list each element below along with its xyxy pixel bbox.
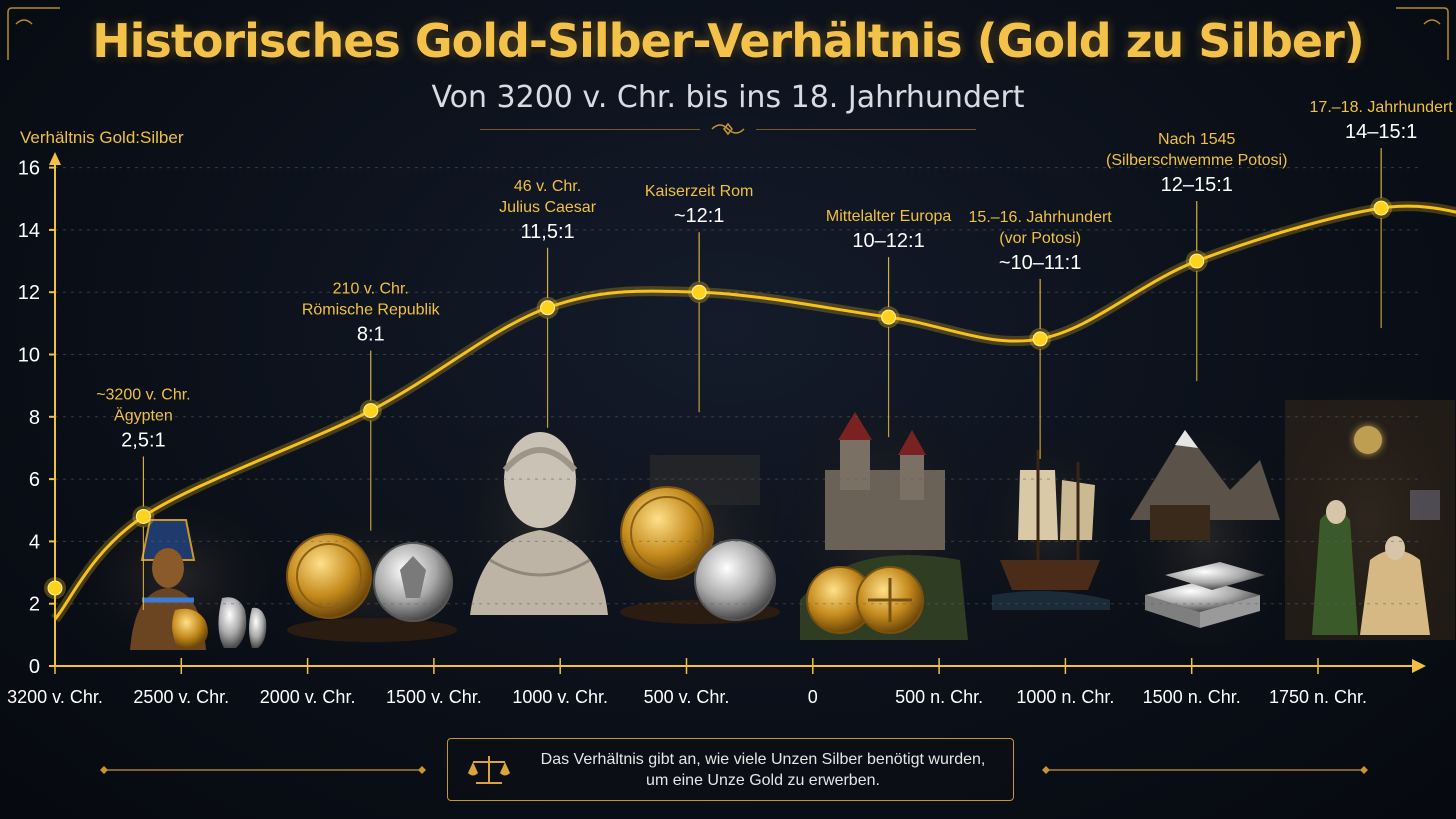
annotation-value: 2,5:1 — [121, 429, 165, 451]
roman-republic-coins-illustration — [285, 520, 460, 645]
baroque-court-illustration — [1280, 395, 1456, 645]
title-divider-right — [756, 129, 976, 130]
y-tick-label: 6 — [29, 469, 40, 491]
y-tick-labels: 0 2 4 6 8 10 12 14 16 — [18, 158, 40, 678]
annotation-label: 46 v. Chr. — [514, 178, 581, 195]
y-tick-label: 4 — [29, 531, 40, 553]
y-tick-label: 16 — [18, 158, 40, 180]
explanation-line-2: um eine Unze Gold zu erwerben. — [646, 772, 880, 789]
annotation-value: 11,5:1 — [521, 221, 575, 243]
corner-ornament-icon — [1396, 7, 1449, 60]
y-tick-label: 14 — [18, 220, 40, 242]
annotation-label: Römische Republik — [302, 302, 441, 319]
data-point — [691, 284, 707, 300]
explanation-text: Das Verhältnis gibt an, wie viele Unzen … — [518, 749, 1008, 791]
imperial-rome-coins-illustration — [620, 445, 780, 625]
annotation-label: Mittelalter Europa — [826, 208, 951, 225]
annotation-label: (Silberschwemme Potosi) — [1106, 152, 1287, 169]
annotation-label: ~3200 v. Chr. — [96, 386, 190, 403]
caesar-bust-illustration — [465, 425, 610, 620]
y-tick-label: 2 — [29, 594, 40, 616]
explanation-line-1: Das Verhältnis gibt an, wie viele Unzen … — [540, 751, 986, 768]
scales-icon — [468, 756, 510, 784]
egypt-illustration — [88, 505, 268, 650]
x-tick-label: 1000 n. Chr. — [1016, 687, 1114, 707]
annotation-value: ~10–11:1 — [999, 252, 1082, 274]
x-tick-label: 500 v. Chr. — [644, 687, 730, 707]
data-point — [881, 309, 897, 325]
ornament-line-left — [100, 766, 426, 774]
x-axis-arrow — [1412, 659, 1426, 673]
illustrations — [88, 395, 1456, 650]
y-tick-label: 10 — [18, 345, 40, 367]
annotation-leader-lines — [142, 148, 1382, 610]
x-tick-label: 1750 n. Chr. — [1269, 687, 1367, 707]
annotation-label: (vor Potosi) — [999, 230, 1081, 247]
y-axis-label: Verhältnis Gold:Silber — [20, 128, 184, 147]
annotation-label: 210 v. Chr. — [333, 281, 409, 298]
series-line — [53, 204, 1456, 621]
page-subtitle: Von 3200 v. Chr. bis ins 18. Jahrhundert — [431, 80, 1025, 115]
annotation-value: 10–12:1 — [852, 230, 924, 252]
title-divider-left — [480, 129, 700, 130]
data-point — [47, 580, 63, 596]
x-tick-label: 500 n. Chr. — [895, 687, 983, 707]
medieval-castle-illustration — [795, 410, 970, 640]
data-point — [135, 508, 151, 524]
ship-illustration — [990, 440, 1110, 610]
y-tick-label: 8 — [29, 407, 40, 429]
y-tick-label: 0 — [29, 656, 40, 678]
ornament-icon — [711, 122, 745, 136]
annotation-label: Ägypten — [114, 406, 173, 424]
annotations: ~3200 v. Chr. Ägypten 2,5:1 210 v. Chr. Römi… — [96, 99, 1453, 451]
data-point — [1373, 200, 1389, 216]
annotation-value: 8:1 — [357, 324, 385, 346]
x-tick-label: 2000 v. Chr. — [260, 687, 356, 707]
data-point — [1189, 253, 1205, 269]
x-tick-label: 3200 v. Chr. — [7, 687, 103, 707]
data-point — [363, 403, 379, 419]
gridlines — [55, 167, 1420, 605]
corner-ornament-icon — [7, 7, 60, 60]
data-points — [44, 197, 1393, 600]
annotation-label: 15.–16. Jahrhundert — [969, 209, 1113, 226]
potosi-silver-bars-illustration — [1130, 430, 1280, 645]
annotation-value: 14–15:1 — [1345, 121, 1417, 143]
x-tick-label: 1500 n. Chr. — [1143, 687, 1241, 707]
y-tick-label: 12 — [18, 282, 40, 304]
annotation-label: Julius Caesar — [499, 199, 597, 216]
annotation-value: 12–15:1 — [1161, 174, 1233, 196]
x-tick-labels: 3200 v. Chr. 2500 v. Chr. 2000 v. Chr. 1500… — [7, 687, 1367, 707]
page-title: Historisches Gold-Silber-Verhältnis (Gol… — [92, 14, 1365, 68]
annotation-label: 17.–18. Jahrhundert — [1310, 99, 1454, 116]
x-tick-label: 1500 v. Chr. — [386, 687, 482, 707]
annotation-label: Nach 1545 — [1158, 131, 1235, 148]
x-tick-label: 2500 v. Chr. — [133, 687, 229, 707]
x-tick-label: 0 — [808, 687, 818, 707]
annotation-label: Kaiserzeit Rom — [645, 183, 753, 200]
data-point — [1032, 331, 1048, 347]
annotation-value: ~12:1 — [674, 205, 725, 227]
explanation-note: Das Verhältnis gibt an, wie viele Unzen … — [447, 738, 1014, 801]
data-point — [540, 300, 556, 316]
ornament-line-right — [1042, 766, 1368, 774]
x-tick-label: 1000 v. Chr. — [512, 687, 608, 707]
y-axis-arrow — [49, 152, 61, 165]
